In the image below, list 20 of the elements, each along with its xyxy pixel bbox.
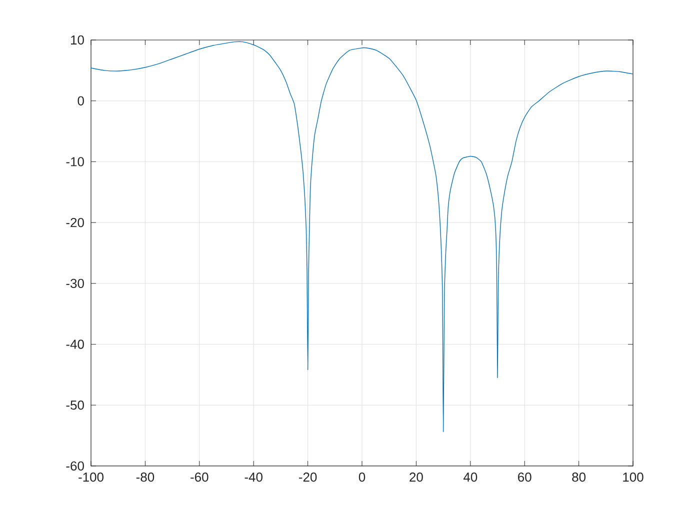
x-tick-label: -80 bbox=[136, 472, 154, 482]
line-series bbox=[91, 41, 634, 432]
y-tick-label: -30 bbox=[66, 278, 84, 288]
y-tick-label: -50 bbox=[66, 400, 84, 410]
y-tick-label: 10 bbox=[71, 35, 84, 45]
y-tick-label: -40 bbox=[66, 340, 84, 349]
x-tick-label: 20 bbox=[410, 472, 423, 482]
y-tick-label: 0 bbox=[78, 96, 84, 106]
x-tick-label: 0 bbox=[358, 472, 366, 482]
y-tick-label: -20 bbox=[66, 218, 84, 228]
x-tick-label: -60 bbox=[190, 472, 208, 482]
y-tick-label: -60 bbox=[66, 461, 84, 471]
x-tick-label: 60 bbox=[518, 472, 532, 482]
x-tick-label: 100 bbox=[623, 472, 644, 482]
x-tick-label: 40 bbox=[463, 472, 478, 482]
x-tick-label: -40 bbox=[244, 472, 262, 482]
x-tick-label: -20 bbox=[298, 472, 317, 482]
x-tick-label: 80 bbox=[572, 472, 586, 482]
y-tick-label: -10 bbox=[66, 157, 84, 166]
x-tick-label: -100 bbox=[78, 472, 104, 482]
